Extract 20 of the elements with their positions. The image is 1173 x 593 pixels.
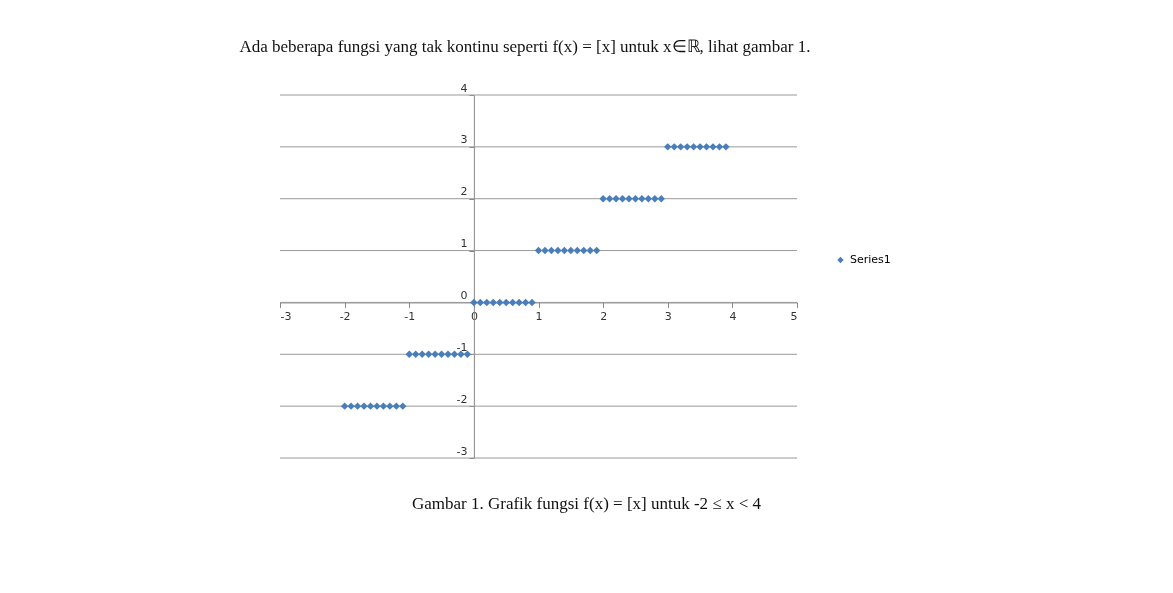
x-tick-label: 0 xyxy=(470,309,478,323)
y-tick-label: 1 xyxy=(460,237,468,251)
y-tick-label: 3 xyxy=(460,133,468,147)
x-tick-label: 3 xyxy=(664,309,672,323)
y-tick-label: -1 xyxy=(456,340,468,354)
y-tick-label: 0 xyxy=(460,288,468,302)
y-tick-label: -3 xyxy=(456,444,468,458)
chart-title: Ada beberapa fungsi yang tak kontinu seperti f(x) = [x] untuk x∈ℝ, lihat gambar 1. xyxy=(238,36,812,57)
x-tick-label: 1 xyxy=(535,309,543,323)
legend-label: Series1 xyxy=(850,253,891,266)
text: Gambar 1. Grafik fungsi f(x) = [x] untuk -2 ≤ x < 4 xyxy=(410,494,763,514)
x-tick-label: 2 xyxy=(600,309,608,323)
y-tick-label: 4 xyxy=(460,81,468,95)
x-tick-label: -3 xyxy=(280,309,292,323)
x-tick-label: -1 xyxy=(404,309,416,323)
x-tick-label: 5 xyxy=(790,309,798,323)
x-tick-label: -2 xyxy=(339,309,351,323)
y-tick-label: 2 xyxy=(460,185,468,199)
y-tick-label: -2 xyxy=(456,392,468,406)
x-tick-label: 4 xyxy=(729,309,737,323)
